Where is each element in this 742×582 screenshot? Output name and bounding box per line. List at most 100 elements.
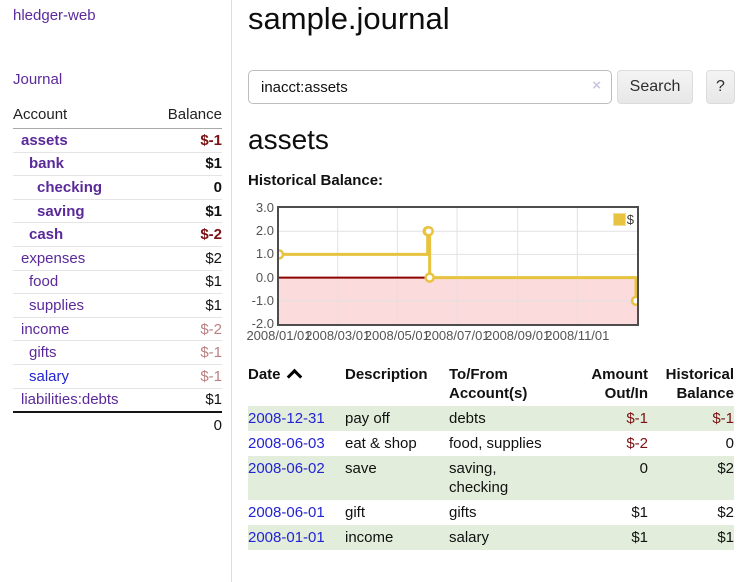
date-cell: 2008-01-01 [248,525,345,550]
sidebar-account-link[interactable]: income [21,320,70,338]
sidebar-account-link[interactable]: liabilities:debts [21,391,119,409]
chart-title: Historical Balance: [248,172,384,189]
y-axis-tick: 1.0 [255,246,274,262]
sort-ascending-icon [286,368,302,385]
search-button[interactable]: Search [617,70,693,104]
y-axis-labels: 3.0 2.0 1.0 0.0 -1.0 -2.0 [248,200,274,332]
date-link[interactable]: 2008-06-02 [248,460,325,477]
sidebar-account-link[interactable]: expenses [21,249,86,267]
y-axis-tick: -2.0 [251,316,274,331]
account-cell: gifts [449,504,477,521]
brand-link[interactable]: hledger-web [13,7,96,24]
accounts-total-value: 0 [213,417,222,435]
x-axis-labels: 2008/01/01 2008/03/01 2008/05/01 2008/07/01… [246,328,742,344]
sidebar-account-link[interactable]: cash [29,226,64,244]
x-axis-tick: 2008/11/01 [545,328,610,343]
date-link[interactable]: 2008-06-03 [248,435,325,452]
account-balance: $-2 [200,226,222,244]
header-description: Description [345,366,428,383]
account-cell: salary [449,529,490,546]
header-amount: Amount Out/In [591,366,648,402]
clear-search-icon[interactable]: × [592,77,601,94]
account-row: checking 0 [13,176,222,200]
sidebar: hledger-web Journal Account Balance asse… [0,0,232,582]
x-axis-tick: 2008/09/01 [485,328,551,343]
description-cell: save [345,460,377,477]
sidebar-account-link[interactable]: food [29,273,59,291]
amount-cell: $-2 [626,435,648,452]
amount-cell: $1 [631,504,648,521]
accounts-header: Account Balance [13,103,222,129]
sidebar-account-link[interactable]: salary [29,367,70,385]
header-date[interactable]: Date [248,362,345,406]
balance-cell: $2 [717,504,734,521]
sidebar-account-link[interactable]: assets [21,131,68,149]
register-table: Date Description To/From Account(s) Amou… [248,362,734,550]
search-input[interactable] [248,70,612,104]
balance-cell: $1 [717,529,734,546]
main-content: sample.journal × Search ? assets Histori… [246,0,742,582]
description-cell: pay off [345,410,390,427]
date-cell: 2008-12-31 [248,406,345,431]
x-axis-tick: 2008/07/01 [424,328,490,343]
header-account: To/From Account(s) [449,366,528,402]
date-cell: 2008-06-02 [248,456,345,500]
account-balance: $1 [205,273,222,291]
register-row: 2008-06-03 eat & shop food, supplies $-2 0 [248,431,734,456]
legend-label: $ [626,212,634,227]
account-row: expenses $2 [13,247,222,271]
sidebar-account-link[interactable]: checking [37,178,103,196]
account-row: cash $-2 [13,223,222,247]
help-button[interactable]: ? [706,70,735,104]
sidebar-account-link[interactable]: bank [29,155,65,173]
account-balance: 0 [213,178,222,196]
accounts-total-row: 0 [13,413,222,434]
account-balance: $-1 [200,367,222,385]
chart-canvas [279,208,637,324]
register-row: 2008-06-02 save saving, checking 0 $2 [248,456,734,500]
date-link[interactable]: 2008-01-01 [248,529,325,546]
accounts-tree: Account Balance assets $-1 bank $1 checking 0… [13,103,222,434]
y-axis-tick: -1.0 [251,292,274,308]
sidebar-account-link[interactable]: saving [37,202,85,220]
account-row: liabilities:debts $1 [13,389,222,414]
account-balance: $1 [205,202,222,220]
amount-cell: $1 [631,529,648,546]
balance-cell: $2 [717,460,734,477]
account-balance: $1 [205,391,222,409]
search-bar: × Search ? [248,70,742,104]
date-cell: 2008-06-01 [248,500,345,525]
sidebar-item-journal[interactable]: Journal [13,71,63,88]
date-cell: 2008-06-03 [248,431,345,456]
amount-cell: $-1 [626,410,648,427]
account-cell: debts [449,410,486,427]
page-title: sample.journal [248,1,450,36]
account-row: bank $1 [13,153,222,177]
sidebar-account-link[interactable]: supplies [29,296,85,314]
description-cell: eat & shop [345,435,417,452]
register-header-row: Date Description To/From Account(s) Amou… [248,362,734,406]
description-cell: gift [345,504,366,521]
sidebar-account-link[interactable]: gifts [29,344,57,362]
account-row: gifts $-1 [13,341,222,365]
account-balance: $-1 [200,131,222,149]
account-balance: $1 [205,296,222,314]
account-row: supplies $1 [13,294,222,318]
search-input-wrap: × [248,70,612,104]
x-axis-tick: 2008/01/01 [246,328,312,343]
plot-area: $ [277,206,639,326]
account-balance: $-2 [200,320,222,338]
account-row: salary $-1 [13,365,222,389]
account-balance: $-1 [200,344,222,362]
date-link[interactable]: 2008-06-01 [248,504,325,521]
account-row: saving $1 [13,200,222,224]
account-row: assets $-1 [13,129,222,153]
accounts-header-account: Account [13,106,68,123]
accounts-rows: assets $-1 bank $1 checking 0 saving $1 cash $-2 e… [13,129,222,414]
accounts-header-balance: Balance [167,106,222,123]
x-axis-tick: 2008/05/01 [364,328,430,343]
chart-legend: $ [612,212,634,227]
date-link[interactable]: 2008-12-31 [248,410,325,427]
account-row: food $1 [13,271,222,295]
